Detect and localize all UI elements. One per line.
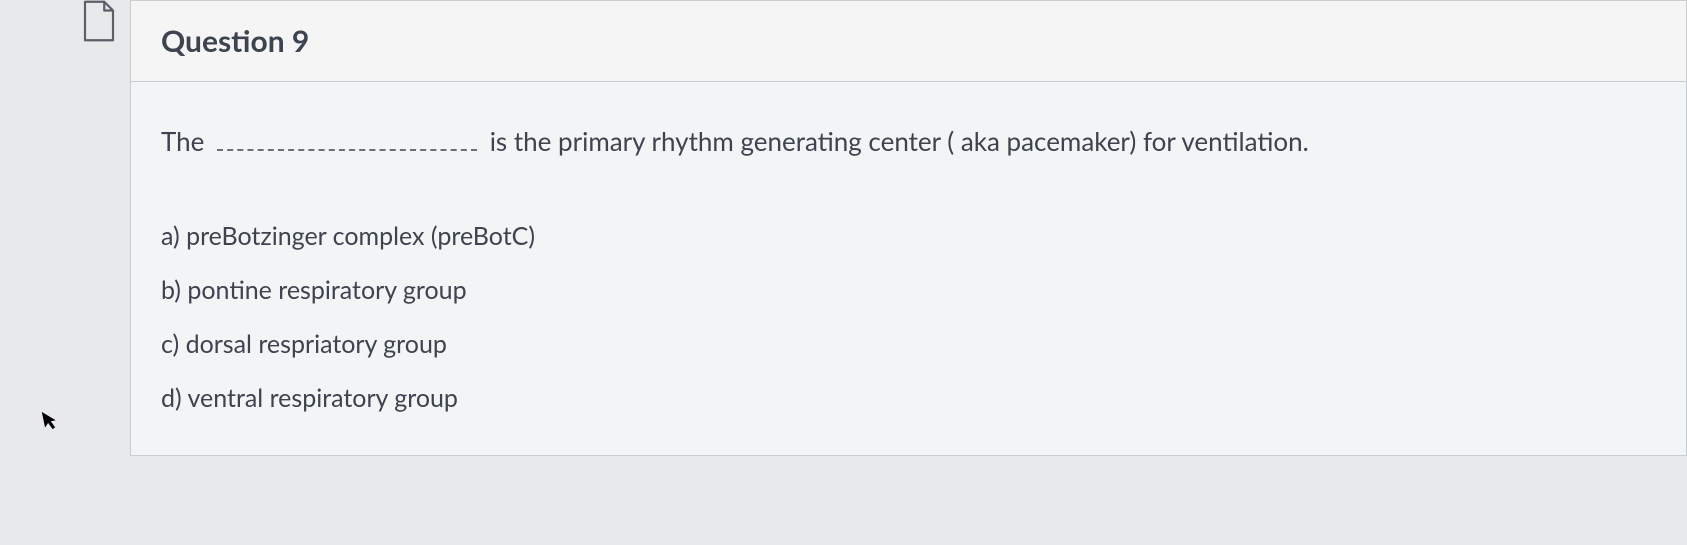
option-b[interactable]: b) pontine respiratory group <box>161 263 1656 317</box>
question-panel: Question 9 The is the primary rhythm gen… <box>130 0 1687 456</box>
mouse-cursor <box>42 409 63 436</box>
answer-options: a) preBotzinger complex (preBotC) b) pon… <box>161 209 1656 425</box>
question-header: Question 9 <box>131 1 1686 82</box>
option-a[interactable]: a) preBotzinger complex (preBotC) <box>161 209 1656 263</box>
option-c[interactable]: c) dorsal respriatory group <box>161 317 1656 371</box>
prompt-pre: The <box>161 125 204 157</box>
option-d[interactable]: d) ventral respiratory group <box>161 371 1656 425</box>
question-body: The is the primary rhythm generating cen… <box>131 82 1686 455</box>
page-outline-icon <box>78 0 120 42</box>
question-prompt: The is the primary rhythm generating cen… <box>161 122 1656 161</box>
prompt-post: is the primary rhythm generating center … <box>490 125 1309 157</box>
fill-in-blank[interactable] <box>217 149 477 151</box>
question-title: Question 9 <box>161 23 1656 59</box>
